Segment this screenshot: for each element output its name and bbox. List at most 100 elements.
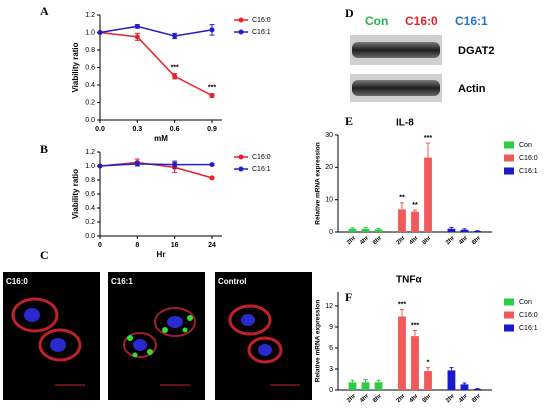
y-tick-label: 20	[325, 164, 333, 171]
data-line	[99, 163, 212, 167]
bar	[348, 228, 357, 232]
significance-label: **	[399, 195, 405, 202]
bar	[424, 157, 432, 232]
significance-label: ***	[398, 301, 406, 308]
legend-label: C16:0	[252, 154, 271, 161]
x-tick-label: 0.9	[207, 126, 217, 133]
significance-label: ***	[424, 135, 432, 142]
y-axis-label: Relative mRNA expression	[315, 142, 322, 225]
legend-swatch	[504, 298, 514, 306]
y-tick-label: 0.6	[85, 64, 95, 71]
x-tick-label: 2hr	[346, 393, 357, 404]
y-tick-label: 6	[329, 345, 333, 352]
significance-label: ***	[411, 322, 419, 329]
panel-label: D	[345, 6, 354, 20]
y-tick-label: 3	[329, 366, 333, 373]
panel-label: F	[345, 290, 352, 304]
panel-label: B	[40, 142, 48, 156]
x-tick-label: 8hr	[372, 235, 383, 246]
data-point	[172, 73, 178, 79]
y-tick-label: 1.0	[85, 163, 95, 170]
legend-label: C16:1	[252, 166, 271, 173]
y-tick-label: 1.2	[85, 149, 95, 156]
y-tick-label: 0.6	[85, 191, 95, 198]
bar	[348, 382, 357, 390]
panel-label: E	[345, 114, 353, 128]
y-axis-label: Viability ratio	[71, 169, 80, 219]
legend-marker	[238, 29, 244, 35]
panel-label: A	[40, 4, 49, 18]
bar	[411, 336, 419, 390]
y-tick-label: 1.2	[85, 12, 95, 19]
lane-label: C16:1	[455, 14, 488, 28]
legend-swatch	[504, 154, 514, 162]
data-point	[97, 30, 103, 35]
bar	[447, 228, 456, 232]
lane-label: C16:0	[405, 14, 438, 28]
bar	[398, 316, 406, 390]
x-tick-label: 2hr	[396, 393, 407, 404]
x-tick-label: 4hr	[359, 393, 370, 404]
bar	[473, 231, 482, 232]
micrograph-label: Control	[218, 277, 246, 286]
legend-swatch	[504, 167, 514, 175]
x-tick-label: 8hr	[471, 393, 482, 404]
x-axis-label: Hr	[157, 250, 166, 259]
y-tick-label: 0.8	[85, 47, 95, 54]
y-tick-label: 0.8	[85, 177, 95, 184]
bar	[460, 229, 469, 232]
y-tick-label: 0.4	[85, 205, 95, 212]
micrograph-label: C16:1	[111, 277, 133, 286]
y-tick-label: 1.0	[85, 29, 95, 36]
y-axis-label: Viability ratio	[71, 42, 80, 92]
x-tick-label: 4hr	[458, 393, 469, 404]
x-tick-label: 2hr	[445, 393, 456, 404]
data-line	[99, 31, 213, 97]
y-tick-label: 0.0	[85, 117, 95, 124]
x-tick-label: 4hr	[359, 235, 370, 246]
y-tick-label: 12	[325, 303, 333, 310]
bar	[424, 371, 432, 390]
data-point	[134, 161, 140, 167]
data-point	[209, 162, 215, 168]
significance-label: ***	[171, 64, 179, 71]
x-tick-label: 8	[135, 242, 139, 249]
x-tick-label: 2hr	[346, 235, 357, 246]
data-point	[209, 93, 215, 98]
x-tick-label: 16	[171, 242, 179, 249]
chart-title: TNFα	[396, 275, 422, 286]
y-tick-label: 0	[329, 229, 333, 236]
x-tick-label: 8hr	[422, 393, 433, 404]
y-tick-label: 10	[325, 197, 333, 204]
data-line	[99, 25, 213, 37]
x-tick-label: 0	[98, 242, 102, 249]
y-tick-label: 0.0	[85, 233, 95, 240]
legend-label: C16:1	[519, 168, 538, 175]
data-point	[97, 163, 103, 169]
x-tick-label: 8hr	[422, 235, 433, 246]
legend-swatch	[504, 324, 514, 332]
x-tick-label: 4hr	[409, 235, 420, 246]
data-point	[172, 33, 178, 39]
bar	[473, 388, 482, 390]
data-point	[134, 23, 140, 29]
legend-label: C16:1	[252, 29, 271, 36]
legend-label: C16:1	[519, 325, 538, 332]
y-axis-label: Relative mRNA expression	[315, 300, 322, 383]
x-tick-label: 4hr	[409, 393, 420, 404]
blot-images	[350, 35, 442, 102]
y-tick-label: 0	[329, 387, 333, 394]
x-tick-label: 0.0	[95, 126, 105, 133]
x-tick-label: 24	[208, 242, 216, 249]
y-tick-label: 0.4	[85, 82, 95, 89]
legend-marker	[238, 154, 244, 160]
data-point	[209, 175, 215, 181]
micrograph-label: C16:0	[6, 277, 28, 286]
x-axis-label: mM	[154, 134, 168, 143]
band-label: Actin	[458, 83, 486, 95]
bar	[398, 209, 406, 232]
legend-swatch	[504, 141, 514, 149]
legend-marker	[238, 17, 244, 23]
significance-label: **	[412, 202, 418, 209]
